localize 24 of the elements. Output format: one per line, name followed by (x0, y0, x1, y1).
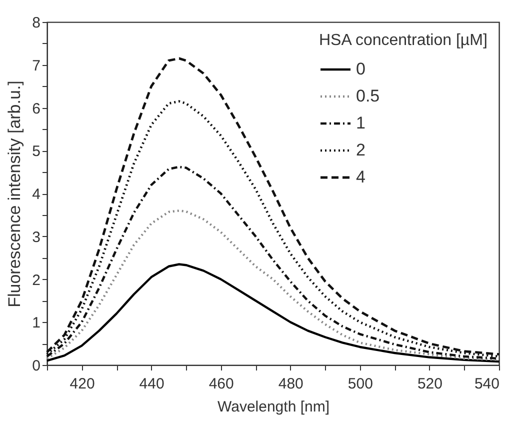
y-tick-label: 7 (32, 57, 40, 74)
legend-label: 0.5 (356, 86, 380, 106)
legend-label: 4 (356, 168, 366, 186)
y-tick-label: 0 (32, 358, 40, 374)
x-tick-label: 480 (278, 376, 304, 392)
y-tick-label: 4 (32, 186, 40, 203)
x-tick-label: 540 (474, 376, 500, 392)
y-tick-label: 8 (32, 14, 40, 32)
y-tick-label: 5 (32, 143, 40, 160)
legend-label: 2 (356, 140, 366, 160)
y-axis-title: Fluorescence intensity [arb.u.] (5, 80, 24, 308)
x-tick-label: 440 (139, 376, 164, 392)
x-tick-label: 520 (417, 376, 442, 392)
x-axis-title: Wavelength [nm] (218, 398, 330, 416)
x-tick-label: 420 (70, 376, 95, 392)
x-tick-label: 460 (208, 376, 234, 392)
legend-label: 1 (356, 114, 366, 132)
x-tick-label: 500 (348, 376, 373, 392)
legend-label: 0 (356, 60, 366, 78)
y-tick-label: 6 (32, 100, 40, 118)
legend-title: HSA concentration [µM] (319, 32, 488, 49)
y-tick-label: 1 (32, 314, 40, 332)
y-tick-label: 3 (32, 228, 40, 246)
y-tick-label: 2 (32, 272, 40, 289)
